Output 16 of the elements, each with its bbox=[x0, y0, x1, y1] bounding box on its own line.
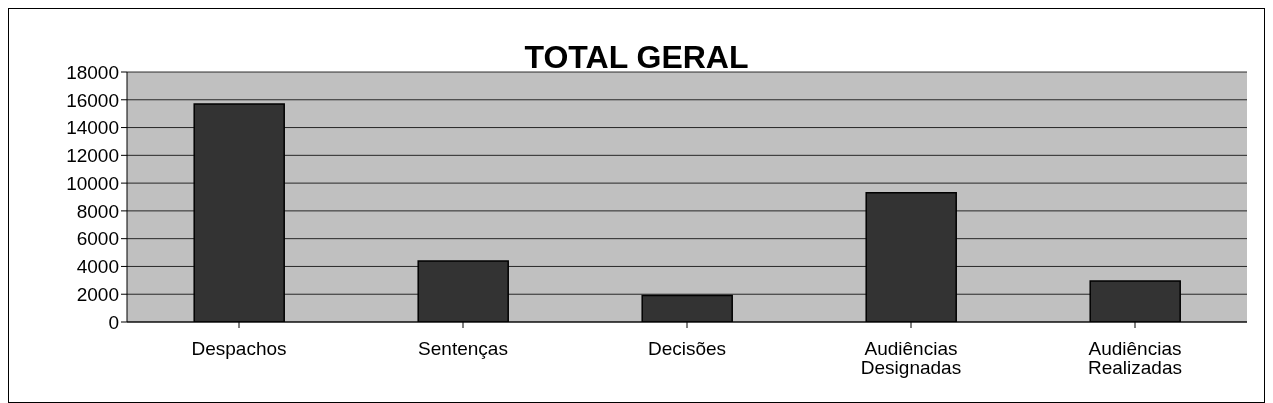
y-tick-label: 4000 bbox=[76, 256, 119, 278]
y-tick-label: 2000 bbox=[76, 283, 119, 305]
y-tick-label: 10000 bbox=[66, 172, 119, 194]
x-tick-label: Despachos bbox=[191, 338, 287, 360]
y-tick-label: 0 bbox=[108, 311, 119, 333]
y-tick-label: 6000 bbox=[76, 228, 119, 250]
chart-title: TOTAL GERAL bbox=[524, 39, 749, 75]
y-tick-label: 14000 bbox=[66, 117, 119, 139]
y-tick-label: 18000 bbox=[66, 61, 119, 83]
y-tick-label: 12000 bbox=[66, 145, 119, 167]
y-tick-label: 8000 bbox=[76, 200, 119, 222]
x-tick-label: Audiências Realizadas bbox=[1088, 338, 1182, 379]
x-tick-label: Decisões bbox=[647, 338, 727, 360]
x-tick-label: Sentenças bbox=[418, 338, 508, 360]
x-tick-label: Audiências Designadas bbox=[860, 338, 962, 379]
y-tick-label: 16000 bbox=[66, 89, 119, 111]
